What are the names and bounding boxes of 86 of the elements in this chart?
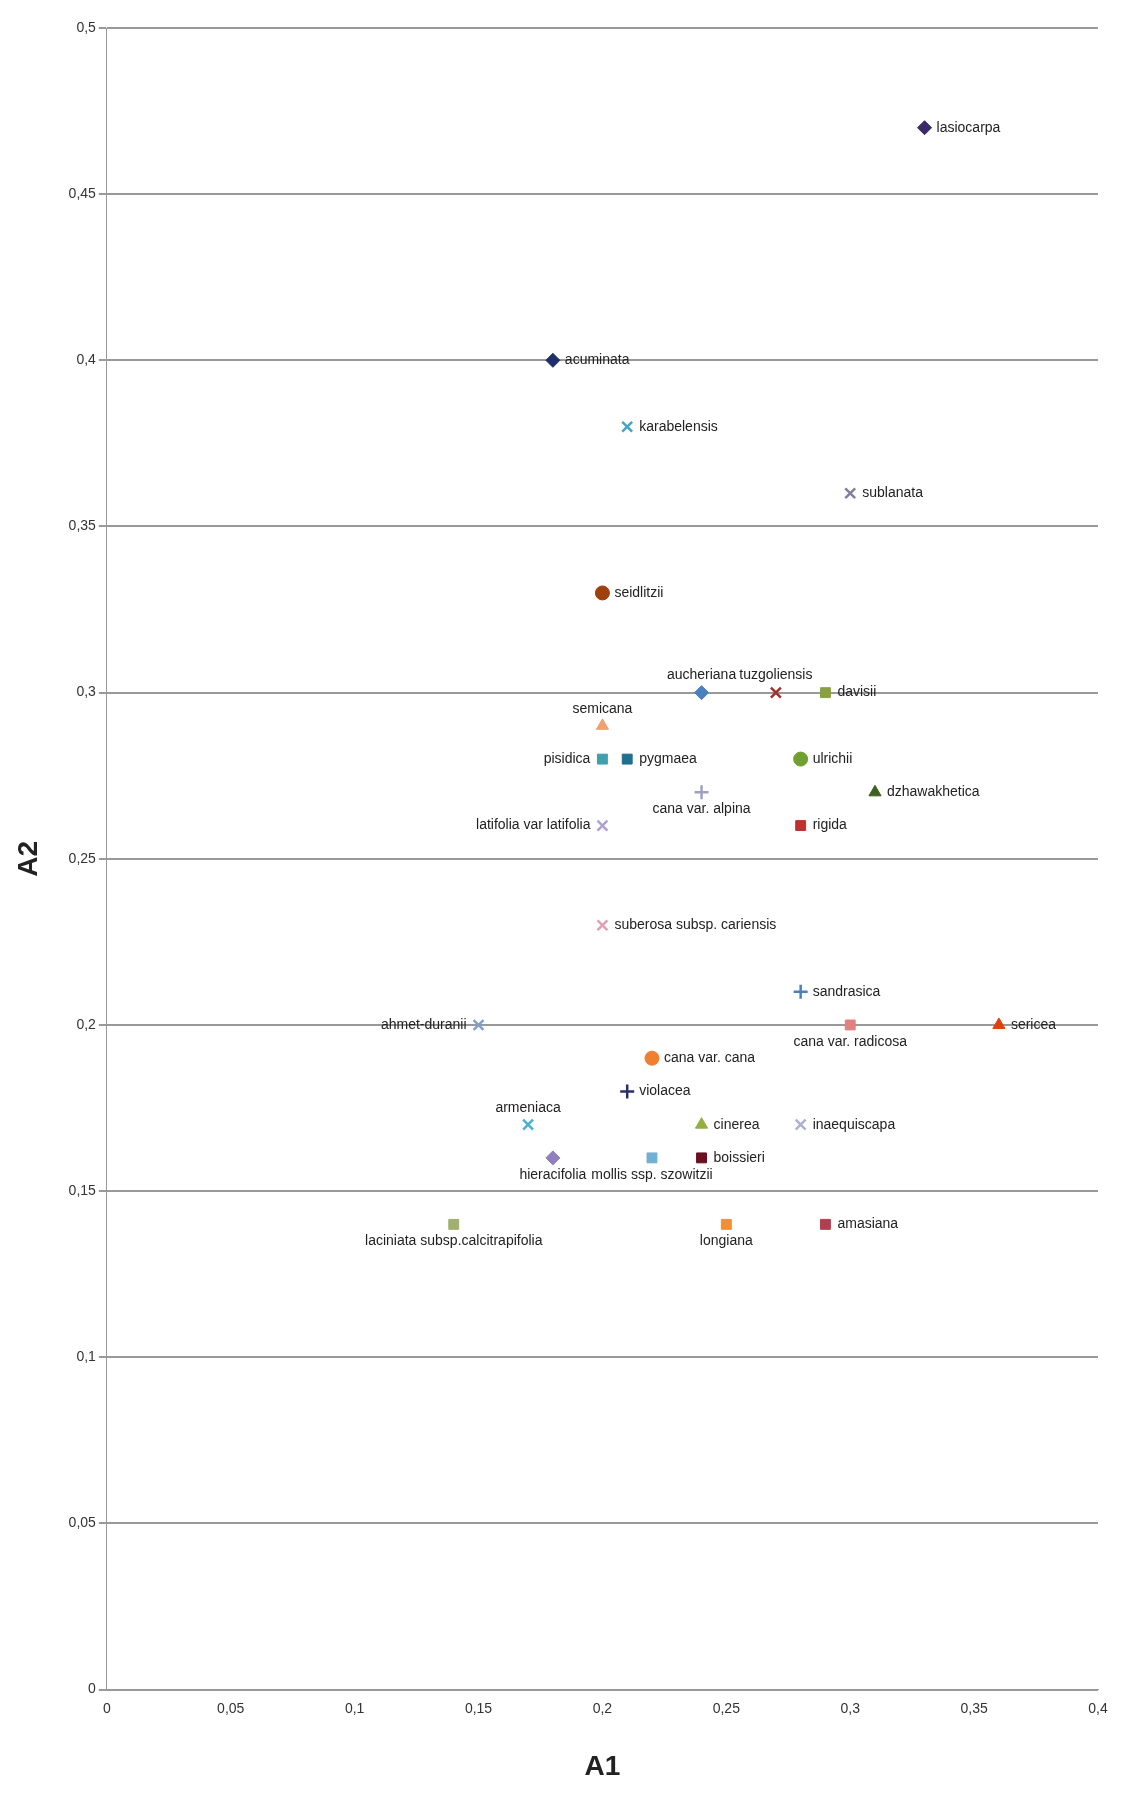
point xyxy=(844,487,857,500)
point xyxy=(694,1117,709,1129)
series-label: davisii xyxy=(837,683,877,700)
series-label: pygmaea xyxy=(639,749,698,766)
point xyxy=(769,686,783,699)
series-label: lasiocarpa xyxy=(936,118,1001,135)
series-label: tuzgoliensis xyxy=(739,666,813,683)
series-label: hieracifolia xyxy=(519,1165,587,1182)
point xyxy=(621,753,633,765)
x-tick-label: 0,1 xyxy=(344,1699,365,1716)
point xyxy=(819,1218,831,1230)
series-label: cana var. alpina xyxy=(652,800,751,817)
point xyxy=(545,352,561,368)
series-label: boissieri xyxy=(713,1148,765,1165)
x-axis-title: A1 xyxy=(584,1749,621,1781)
series-label: mollis ssp. szowitzii xyxy=(591,1165,713,1182)
series-label: suberosa subsp. cariensis xyxy=(614,916,777,933)
x-tick-label: 0 xyxy=(102,1699,111,1716)
point xyxy=(794,1118,807,1131)
point xyxy=(596,919,609,932)
y-tick-label: 0,5 xyxy=(76,18,97,35)
point xyxy=(844,1019,856,1031)
series-label: cana var. radicosa xyxy=(793,1032,908,1049)
series-label: aucheriana xyxy=(666,666,737,683)
series-label: pisidica xyxy=(543,749,591,766)
y-tick-label: 0,15 xyxy=(68,1181,97,1198)
point xyxy=(720,1218,732,1230)
point xyxy=(917,120,933,136)
series-label: cana var. cana xyxy=(663,1049,756,1066)
point xyxy=(868,784,882,797)
y-tick-label: 0,25 xyxy=(68,849,97,866)
x-tick-label: 0,35 xyxy=(960,1699,988,1716)
point xyxy=(595,718,609,730)
point xyxy=(596,753,608,765)
x-tick-label: 0,15 xyxy=(464,1699,493,1716)
series-label: inaequiscapa xyxy=(812,1115,896,1132)
series-label: ahmet-duranii xyxy=(380,1015,467,1032)
y-tick-label: 0,1 xyxy=(76,1348,97,1365)
point xyxy=(644,1050,660,1066)
series-label: seidlitzii xyxy=(614,583,664,600)
y-tick-label: 0,05 xyxy=(68,1514,97,1531)
y-axis-title: A2 xyxy=(11,840,43,877)
series-label: rigida xyxy=(812,816,848,833)
point xyxy=(693,784,710,801)
series-label: latifolia var latifolia xyxy=(476,816,591,833)
x-tick-label: 0,05 xyxy=(217,1699,245,1716)
y-tick-label: 0 xyxy=(88,1680,97,1697)
point xyxy=(621,420,634,433)
series-label: longiana xyxy=(699,1232,753,1249)
series-label: armeniaca xyxy=(495,1098,561,1115)
y-tick-label: 0,3 xyxy=(76,683,97,700)
point xyxy=(448,1218,460,1230)
point xyxy=(793,751,809,767)
series-label: acuminata xyxy=(564,351,630,368)
point xyxy=(596,819,609,832)
point xyxy=(819,687,831,699)
point xyxy=(646,1152,658,1164)
point xyxy=(618,1083,636,1100)
y-tick-label: 0,45 xyxy=(68,185,97,202)
x-tick-label: 0,2 xyxy=(592,1699,613,1716)
point xyxy=(792,983,809,1000)
y-tick-label: 0,2 xyxy=(76,1015,97,1032)
series-label: violacea xyxy=(639,1082,691,1099)
point xyxy=(694,685,710,701)
x-tick-label: 0,25 xyxy=(712,1699,741,1716)
series-label: karabelensis xyxy=(639,417,718,434)
series-label: amasiana xyxy=(837,1215,899,1232)
y-tick-label: 0,35 xyxy=(68,517,97,534)
series-label: cinerea xyxy=(713,1115,760,1132)
series-label: dzhawakhetica xyxy=(886,783,980,800)
series-label: semicana xyxy=(572,699,633,716)
x-tick-label: 0,3 xyxy=(840,1699,861,1716)
point xyxy=(795,820,807,832)
point xyxy=(594,585,610,601)
point xyxy=(696,1152,707,1164)
series-label: sandrasica xyxy=(812,982,881,999)
series-label: ulrichii xyxy=(812,749,853,766)
point xyxy=(521,1118,535,1131)
point xyxy=(472,1018,485,1032)
y-tick-label: 0,4 xyxy=(76,351,97,368)
point xyxy=(992,1017,1006,1029)
series-label: laciniata subsp.calcitrapifolia xyxy=(365,1232,543,1249)
series-label: sericea xyxy=(1010,1015,1057,1032)
series-label: sublanata xyxy=(862,484,924,501)
x-tick-label: 0,4 xyxy=(1088,1699,1108,1716)
point xyxy=(545,1150,561,1166)
